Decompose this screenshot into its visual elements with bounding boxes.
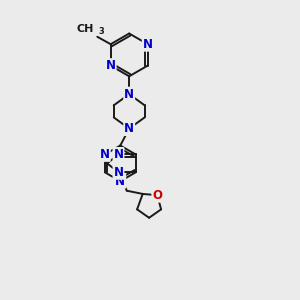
Text: N: N bbox=[143, 38, 153, 51]
Text: N: N bbox=[115, 175, 125, 188]
Text: N: N bbox=[113, 148, 124, 161]
Text: N: N bbox=[124, 122, 134, 135]
Text: CH: CH bbox=[76, 24, 94, 34]
Text: N: N bbox=[113, 166, 124, 179]
Text: N: N bbox=[106, 59, 116, 72]
Text: 3: 3 bbox=[99, 27, 104, 36]
Text: N: N bbox=[100, 148, 110, 161]
Text: O: O bbox=[152, 189, 162, 202]
Text: N: N bbox=[124, 88, 134, 100]
